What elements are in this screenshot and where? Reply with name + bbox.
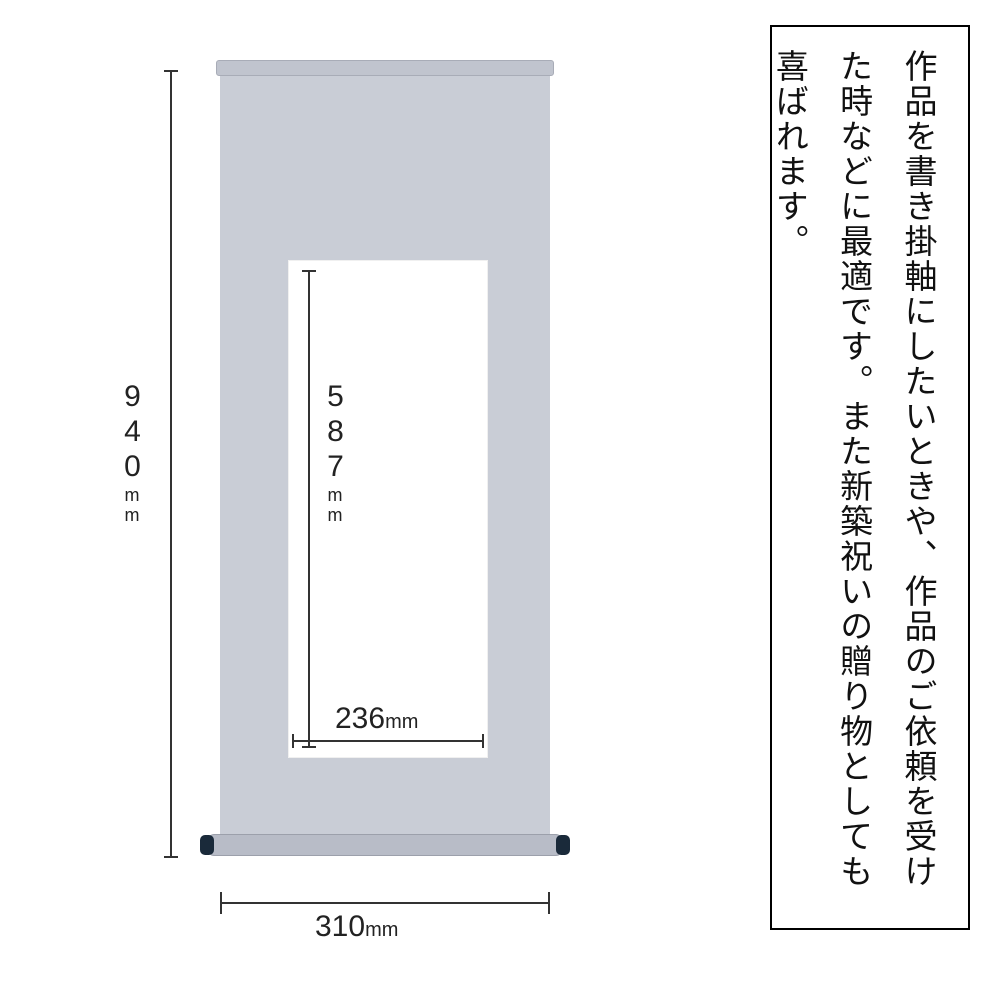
dim-inner-height-line	[308, 270, 310, 748]
dim-inner-height-label: 587mm	[318, 380, 352, 525]
dim-inner-height-value: 587	[319, 380, 352, 485]
dim-outer-width-line	[220, 902, 550, 904]
dim-inner-width-label: 236mm	[335, 702, 418, 736]
description-box: 作品を書き掛軸にしたいときや、作品のご依頼を受けた時などに最適です。また新築祝い…	[770, 25, 970, 930]
dim-outer-height-line	[170, 70, 172, 858]
scroll-diagram: 940mm 587mm 236mm 310mm	[60, 40, 620, 960]
dim-inner-width-line	[292, 740, 484, 742]
dim-outer-width-tick-right	[548, 892, 550, 914]
page-container: 940mm 587mm 236mm 310mm 作品を書き掛軸にしたいときや、作…	[0, 0, 1000, 1000]
dim-outer-height-unit: mm	[122, 485, 142, 525]
dim-inner-width-unit: mm	[385, 711, 418, 733]
dim-outer-height-label: 940mm	[115, 380, 149, 525]
dim-outer-height-value: 940	[116, 380, 149, 485]
dim-outer-width-unit: mm	[365, 919, 398, 941]
scroll-top-bar	[216, 60, 554, 76]
scroll-knob-right	[556, 835, 570, 855]
dim-inner-height-tick-bottom	[302, 746, 316, 748]
dim-inner-width-tick-left	[292, 734, 294, 748]
scroll-bottom-bar	[208, 834, 562, 856]
dim-inner-height-unit: mm	[325, 485, 345, 525]
dim-outer-height-tick-bottom	[164, 856, 178, 858]
dim-inner-width-tick-right	[482, 734, 484, 748]
scroll-knob-left	[200, 835, 214, 855]
dim-inner-height-tick-top	[302, 270, 316, 272]
description-text: 作品を書き掛軸にしたいときや、作品のご依頼を受けた時などに最適です。また新築祝い…	[771, 49, 937, 889]
dim-outer-width-tick-left	[220, 892, 222, 914]
dim-outer-width-value: 310	[315, 910, 365, 943]
dim-outer-height-tick-top	[164, 70, 178, 72]
dim-outer-width-label: 310mm	[315, 910, 398, 944]
dim-inner-width-value: 236	[335, 702, 385, 735]
